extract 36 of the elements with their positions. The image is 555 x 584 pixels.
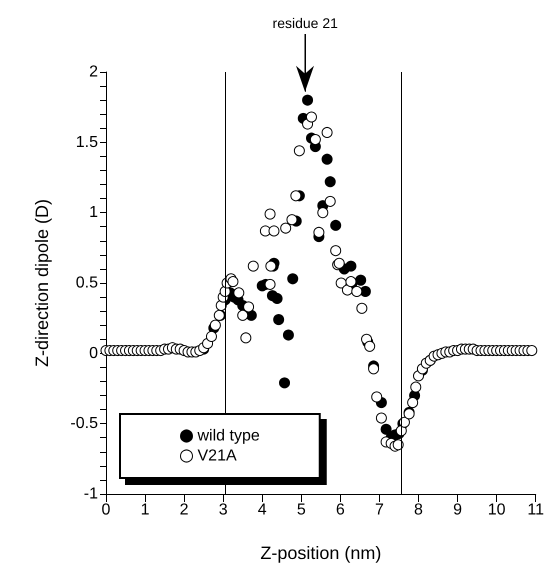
point [324,176,336,188]
x-tick-label: 1 [140,502,150,518]
point [279,377,290,388]
point [322,154,333,165]
y-tick-label: -1 [84,486,98,502]
x-tick-label: 10 [488,502,506,518]
x-tick-label: 3 [218,502,228,518]
point [355,274,366,286]
x-tick-label: 4 [258,502,267,518]
y-tick-label: 1.5 [76,134,98,151]
y-axis-title: Z-direction dipole (D) [32,198,52,368]
y-tick-label: 2 [89,64,98,80]
point [272,292,283,304]
x-tick-label: 5 [296,502,306,518]
x-tick-label: 9 [453,502,462,518]
y-tick-label: 0.5 [76,274,98,292]
x-tick-label: 6 [336,502,345,518]
x-tick-label: 8 [414,502,424,518]
point [302,94,314,106]
x-axis-title: Z-position (nm) [260,543,382,563]
x-tick-label: 2 [180,502,189,518]
point [273,314,284,326]
x-tick-label: 11 [527,502,544,518]
point [282,330,294,341]
point [330,220,342,231]
x-tick-label: 7 [374,502,384,518]
y-tick-label: 0 [89,344,98,362]
annotation: residue 21 [272,15,338,31]
legend-label: V21A [198,448,237,464]
y-tick-label: 1 [89,204,98,222]
point [287,273,298,284]
point [345,260,356,272]
y-tick-label: -0.5 [70,415,98,432]
legend-label: wild type [196,428,260,444]
x-tick-label: 0 [102,502,111,518]
point [380,424,392,435]
